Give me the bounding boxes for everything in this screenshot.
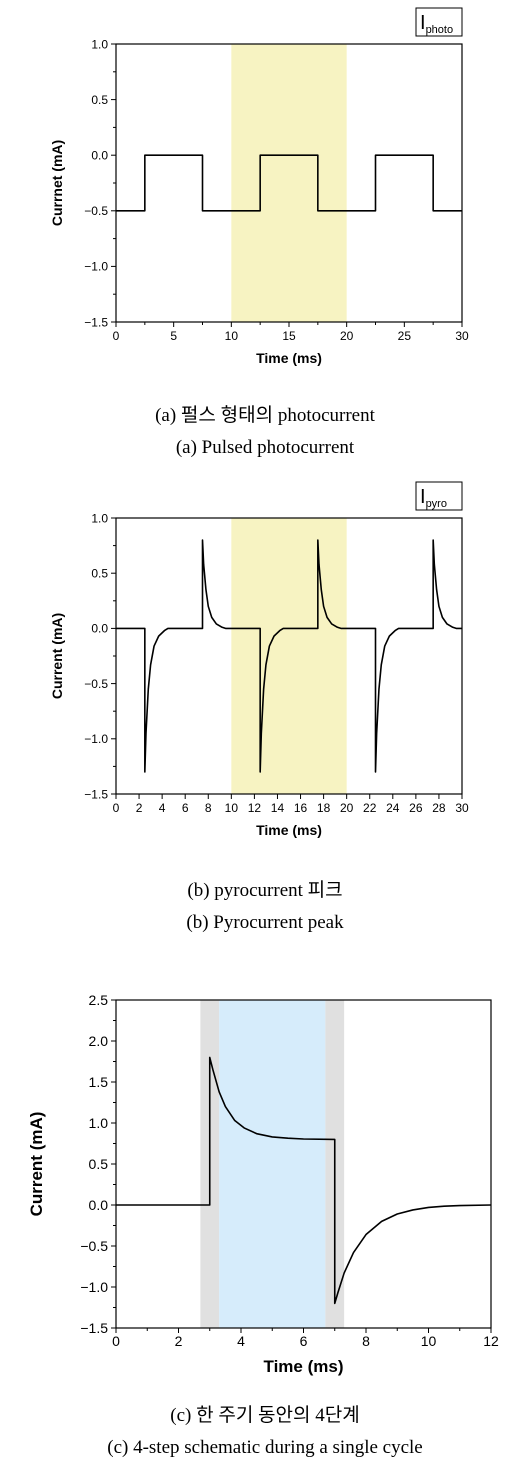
x-axis-label: Time (ms) xyxy=(264,1357,344,1376)
y-tick-label: −1.5 xyxy=(80,1320,108,1336)
step-label-4: ④ xyxy=(398,990,416,991)
x-tick-label: 30 xyxy=(455,801,469,815)
x-tick-label: 4 xyxy=(159,801,166,815)
badge-subscript: pyro xyxy=(426,498,447,510)
caption-c-korean: (c) 한 주기 동안의 4단계 xyxy=(170,1405,360,1426)
y-axis-label: Current (mA) xyxy=(49,613,65,699)
caption-b-korean: (b) pyrocurrent 피크 xyxy=(187,880,343,901)
y-tick-label: 0.0 xyxy=(91,149,108,163)
badge-box xyxy=(415,7,463,37)
x-tick-label: 2 xyxy=(175,1333,183,1349)
caption-b-english: (b) Pyrocurrent peak xyxy=(186,912,344,933)
x-tick-label: 0 xyxy=(112,1333,120,1349)
four-step-chart: 0 2 4 6 8 10 12 −1.5 −1.0 −0.5 0.0 0.5 1.0 1.5 2.0 2.5 T… xyxy=(27,969,499,1376)
x-tick-label: 10 xyxy=(225,801,239,815)
x-tick-label: 20 xyxy=(340,801,354,815)
series-line-1 xyxy=(116,1056,492,1305)
x-tick-label: 25 xyxy=(398,329,412,343)
x-tick-label: 0 xyxy=(113,801,120,815)
x-tick-label: 0 xyxy=(113,329,120,343)
x-tick-label: 30 xyxy=(455,329,469,343)
y-tick-label: 2.5 xyxy=(89,992,109,1008)
y-tick-label: −1.5 xyxy=(84,315,108,329)
x-tick-label: 28 xyxy=(432,801,446,815)
x-tick-label: 8 xyxy=(205,801,212,815)
photocurrent-chart: 0 5 10 15 20 25 30 −1.5 −1.0 −0.5 0.0 0.5 1.0 Time (m… xyxy=(49,7,469,366)
y-tick-label: −1.5 xyxy=(84,787,108,801)
y-tick-label: −0.5 xyxy=(84,677,108,691)
y-tick-label: 0.0 xyxy=(91,622,108,636)
y-tick-label: 1.0 xyxy=(91,37,108,51)
badge-subscript: photo xyxy=(426,24,454,36)
y-tick-label: −1.0 xyxy=(84,732,108,746)
x-tick-label: 2 xyxy=(136,801,143,815)
caption-a-english: (a) Pulsed photocurrent xyxy=(175,437,355,458)
series-badge: Iphoto xyxy=(415,7,463,37)
x-tick-label: 12 xyxy=(483,1333,499,1349)
highlight-band xyxy=(231,518,347,794)
x-axis-label: Time (ms) xyxy=(256,822,322,838)
y-tick-label: −1.0 xyxy=(84,260,108,274)
y-tick-label: −1.0 xyxy=(80,1279,108,1295)
x-tick-label: 6 xyxy=(182,801,189,815)
chart-panel-c: 0 2 4 6 8 10 12 −1.5 −1.0 −0.5 0.0 0.5 1.0 1.5 2.0 2.5 T… xyxy=(0,969,530,1390)
series-line-1 xyxy=(116,539,462,773)
y-tick-label: 0.0 xyxy=(89,1197,109,1213)
x-tick-label: 26 xyxy=(409,801,423,815)
chart-panel-b: 0 2 4 6 8 10 12 14 16 18 20 22 24 26 28 30 −1.5 −1.0 −0.5 0… xyxy=(0,478,530,858)
x-tick-label: 22 xyxy=(363,801,377,815)
step-band-2 xyxy=(219,1000,326,1328)
x-tick-label: 18 xyxy=(317,801,331,815)
caption-c-english: (c) 4-step schematic during a single cyc… xyxy=(107,1437,423,1458)
x-tick-label: 14 xyxy=(271,801,285,815)
step-label-1: ① xyxy=(201,990,219,991)
series-badge: Ipyro xyxy=(415,481,463,511)
y-tick-label: 0.5 xyxy=(89,1156,109,1172)
y-tick-label: 1.0 xyxy=(91,511,108,525)
y-tick-label: 2.0 xyxy=(89,1033,109,1049)
y-tick-label: 0.5 xyxy=(91,93,108,107)
x-tick-label: 8 xyxy=(362,1333,370,1349)
y-tick-label: −0.5 xyxy=(80,1238,108,1254)
x-tick-label: 15 xyxy=(282,329,296,343)
x-tick-label: 12 xyxy=(248,801,262,815)
y-tick-label: −0.5 xyxy=(84,204,108,218)
badge-box xyxy=(415,481,463,511)
pyrocurrent-chart: 0 2 4 6 8 10 12 14 16 18 20 22 24 26 28 30−1.5−1.0−0.50… xyxy=(49,481,469,838)
x-tick-label: 20 xyxy=(340,329,354,343)
x-tick-label: 16 xyxy=(294,801,308,815)
x-axis-label: Time (ms) xyxy=(256,350,322,366)
highlight-band xyxy=(231,44,347,322)
x-tick-label: 10 xyxy=(225,329,239,343)
x-tick-label: 10 xyxy=(421,1333,437,1349)
x-tick-label: 24 xyxy=(386,801,400,815)
y-tick-label: 0.5 xyxy=(91,567,108,581)
y-tick-label: 1.0 xyxy=(89,1115,109,1131)
y-axis-label: Currnet (mA) xyxy=(49,140,65,226)
x-tick-label: 4 xyxy=(237,1333,245,1349)
y-axis-label: Current (mA) xyxy=(27,1112,46,1217)
caption-a-korean: (a) 펄스 형태의 photocurrent xyxy=(155,405,375,426)
x-tick-label: 5 xyxy=(170,329,177,343)
step-label-2: ② xyxy=(263,990,281,991)
step-label-3: ③ xyxy=(326,990,344,991)
chart-panel-a: 0 5 10 15 20 25 30 −1.5 −1.0 −0.5 0.0 0.5 1.0 Time (m… xyxy=(0,0,530,380)
y-tick-label: 1.5 xyxy=(89,1074,109,1090)
series-line-1 xyxy=(116,154,462,212)
x-tick-label: 6 xyxy=(300,1333,308,1349)
